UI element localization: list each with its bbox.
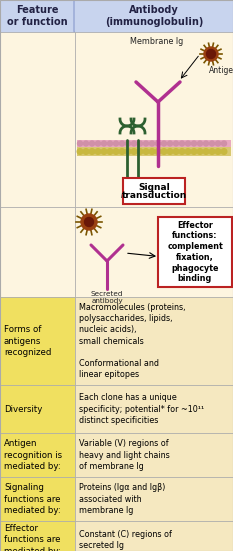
FancyBboxPatch shape [74, 0, 233, 33]
FancyBboxPatch shape [123, 178, 185, 204]
Bar [77, 140, 231, 147]
Circle shape [78, 141, 82, 146]
Circle shape [143, 149, 149, 154]
Text: Effector
functions:
complement
fixation,
phagocyte
binding: Effector functions: complement fixation,… [167, 220, 223, 283]
Text: Secreted
antibody: Secreted antibody [91, 291, 123, 304]
Bar [0, 521, 75, 551]
Circle shape [209, 149, 215, 154]
Circle shape [168, 141, 172, 146]
Text: transduction: transduction [121, 192, 187, 201]
Circle shape [179, 141, 185, 146]
Circle shape [174, 141, 178, 146]
Circle shape [113, 149, 119, 154]
Text: Constant (C) regions of
secreted Ig: Constant (C) regions of secreted Ig [79, 530, 172, 550]
Bar [0, 207, 75, 297]
Text: Effector
functions are
mediated by:: Effector functions are mediated by: [4, 525, 61, 551]
Circle shape [137, 141, 143, 146]
Circle shape [179, 149, 185, 154]
Text: Antigen: Antigen [209, 66, 233, 75]
Circle shape [216, 141, 220, 146]
Text: Diversity: Diversity [4, 404, 42, 413]
Text: Membrane Ig: Membrane Ig [130, 37, 183, 46]
Circle shape [149, 149, 155, 154]
Text: Signaling
functions are
mediated by:: Signaling functions are mediated by: [4, 483, 61, 515]
Circle shape [131, 141, 137, 146]
Bar [75, 433, 233, 477]
Circle shape [101, 149, 107, 154]
Circle shape [107, 149, 113, 154]
Text: Feature
or function: Feature or function [7, 5, 68, 27]
Circle shape [89, 149, 95, 154]
Circle shape [192, 141, 196, 146]
Circle shape [222, 141, 226, 146]
Circle shape [83, 149, 89, 154]
Circle shape [209, 141, 215, 146]
Text: Antibody
(immunoglobulin): Antibody (immunoglobulin) [105, 5, 203, 27]
Text: Igβ: Igβ [132, 191, 144, 200]
Circle shape [77, 149, 83, 154]
Circle shape [131, 149, 137, 154]
Bar [75, 477, 233, 521]
Bar [75, 521, 233, 551]
Circle shape [83, 141, 89, 146]
Text: Antigen
recognition is
mediated by:: Antigen recognition is mediated by: [4, 439, 62, 471]
Bar [75, 32, 233, 207]
Circle shape [126, 141, 130, 146]
Circle shape [81, 214, 97, 230]
Bar [0, 433, 75, 477]
Circle shape [96, 141, 100, 146]
Circle shape [125, 149, 131, 154]
Bar [0, 477, 75, 521]
Text: Each clone has a unique
specificity; potential* for ~10¹¹
distinct specificities: Each clone has a unique specificity; pot… [79, 393, 204, 425]
Circle shape [167, 149, 173, 154]
Circle shape [221, 149, 227, 154]
Circle shape [155, 149, 161, 154]
Bar [75, 385, 233, 433]
Circle shape [203, 149, 209, 154]
Circle shape [113, 141, 119, 146]
FancyBboxPatch shape [158, 217, 232, 287]
Circle shape [102, 141, 106, 146]
Text: Igα: Igα [121, 191, 133, 200]
Circle shape [119, 149, 125, 154]
Bar [75, 297, 233, 385]
Circle shape [185, 149, 191, 154]
Circle shape [161, 149, 167, 154]
Bar [0, 297, 75, 385]
Circle shape [185, 141, 191, 146]
Text: Proteins (Igα and Igβ)
associated with
membrane Ig: Proteins (Igα and Igβ) associated with m… [79, 483, 165, 515]
Circle shape [161, 141, 167, 146]
Circle shape [144, 141, 148, 146]
Text: Signal: Signal [138, 183, 170, 192]
Circle shape [155, 141, 161, 146]
Bar [0, 32, 75, 207]
Circle shape [120, 141, 124, 146]
Circle shape [191, 149, 197, 154]
Circle shape [215, 149, 221, 154]
Circle shape [198, 141, 202, 146]
Circle shape [197, 149, 203, 154]
Bar [0, 385, 75, 433]
Circle shape [85, 218, 93, 226]
Circle shape [173, 149, 179, 154]
FancyBboxPatch shape [0, 0, 76, 33]
Circle shape [206, 50, 216, 58]
Circle shape [150, 141, 154, 146]
Circle shape [204, 47, 218, 61]
Bar [77, 147, 231, 156]
Text: Macromolecules (proteins,
polysaccharides, lipids,
nucleic acids),
small chemica: Macromolecules (proteins, polysaccharide… [79, 303, 185, 379]
Circle shape [95, 149, 101, 154]
Bar [75, 207, 233, 297]
Circle shape [137, 149, 143, 154]
Text: Variable (V) regions of
heavy and light chains
of membrane Ig: Variable (V) regions of heavy and light … [79, 439, 170, 471]
Circle shape [107, 141, 113, 146]
Circle shape [203, 141, 209, 146]
Circle shape [89, 141, 95, 146]
Text: Forms of
antigens
recognized: Forms of antigens recognized [4, 326, 51, 356]
